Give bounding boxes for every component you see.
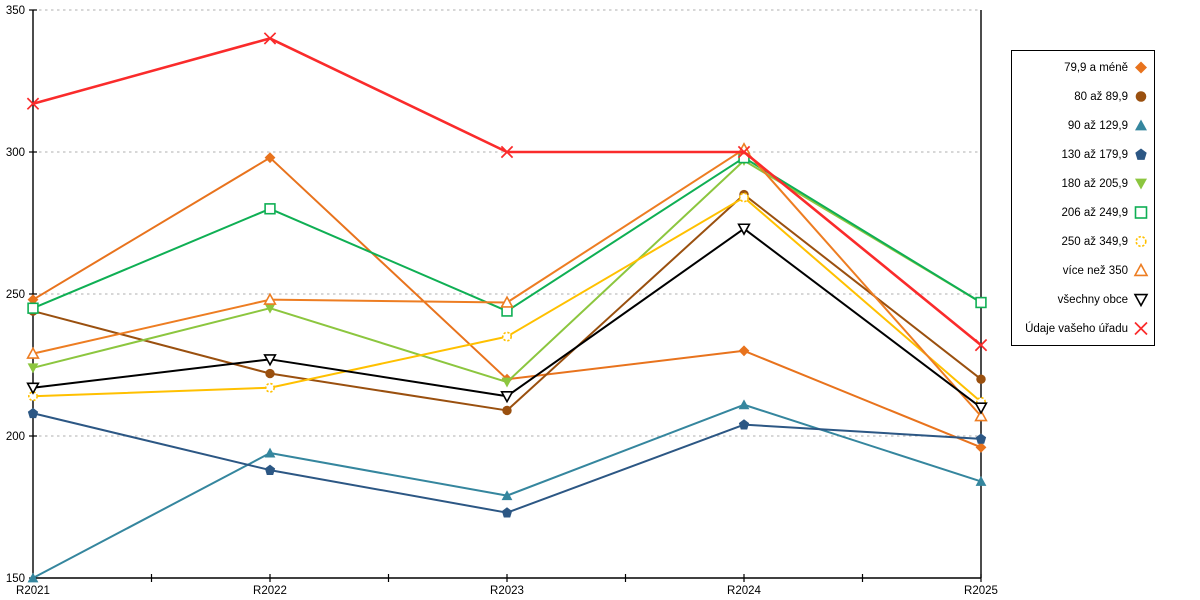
legend-item-6: 250 až 349,9 [1012, 228, 1154, 256]
legend-x-icon [1134, 321, 1148, 336]
data-point-pentagon-icon [264, 464, 276, 475]
data-point-circle-icon [502, 405, 512, 416]
data-point-square-icon [975, 296, 987, 309]
data-point-pentagon-icon [975, 433, 987, 444]
legend-diamond-icon [1135, 61, 1147, 74]
legend-triangle-down-icon [1133, 293, 1149, 307]
data-point-triangle-up-icon [500, 295, 514, 308]
data-point-pentagon-icon [738, 419, 750, 430]
legend-circle-icon [1135, 235, 1147, 248]
y-axis-tick-label: 150 [6, 573, 25, 585]
legend-item-0: 79,9 a méně [1012, 54, 1154, 82]
data-point-triangle-up-icon [264, 447, 276, 458]
data-point-triangle-up-icon [974, 409, 988, 422]
data-point-triangle-up-icon [27, 572, 39, 583]
data-point-triangle-down-icon [263, 354, 277, 367]
data-point-diamond-icon [975, 441, 987, 453]
x-axis-tick-label: R2023 [490, 585, 524, 597]
data-point-triangle-up-icon [263, 292, 277, 305]
legend-label: 79,9 a méně [1064, 61, 1128, 74]
data-point-x-icon [500, 145, 514, 159]
data-point-x-icon [263, 32, 277, 45]
data-point-triangle-down-icon [974, 402, 988, 415]
legend-item-7: více než 350 [1012, 257, 1154, 285]
y-axis-tick-label: 350 [6, 5, 25, 17]
legend-item-2: 90 až 129,9 [1012, 112, 1154, 140]
legend-label: 180 až 205,9 [1061, 177, 1128, 190]
data-point-circle-icon [502, 331, 512, 342]
data-point-triangle-down-icon [264, 303, 276, 314]
legend-label: všechny obce [1057, 293, 1128, 306]
data-point-triangle-up-icon [738, 399, 750, 410]
legend-label: 250 až 349,9 [1061, 235, 1128, 248]
y-axis-tick-label: 300 [6, 147, 25, 159]
data-point-diamond-icon [738, 345, 750, 357]
legend-label: 80 až 89,9 [1074, 90, 1128, 103]
legend-label: 206 až 249,9 [1061, 206, 1128, 219]
legend-label: 130 až 179,9 [1061, 148, 1128, 161]
legend-item-4: 180 až 205,9 [1012, 170, 1154, 198]
legend-square-icon [1134, 206, 1148, 219]
legend-triangle-down-icon [1135, 178, 1147, 190]
data-point-x-icon [974, 338, 988, 352]
data-point-circle-icon [976, 374, 986, 384]
data-point-triangle-down-icon [27, 363, 39, 374]
data-point-circle-icon [265, 368, 275, 379]
legend-circle-icon [1135, 91, 1147, 102]
data-point-circle-icon [28, 391, 38, 402]
data-point-triangle-down-icon [500, 391, 514, 404]
legend-label: 90 až 129,9 [1067, 119, 1128, 132]
legend-label: více než 350 [1062, 264, 1128, 277]
data-point-x-icon [737, 145, 751, 159]
x-axis-tick-label: R2022 [253, 585, 287, 597]
chart-legend: 79,9 a méně 80 až 89,9 90 až 129,9 130 až 1… [1011, 50, 1155, 346]
data-point-pentagon-icon [27, 407, 39, 419]
x-axis-tick-label: R2025 [964, 585, 998, 597]
data-point-triangle-down-icon [501, 377, 513, 388]
data-point-x-icon [26, 97, 40, 110]
legend-triangle-up-icon [1133, 263, 1149, 277]
y-axis-tick-label: 200 [6, 431, 25, 443]
data-point-triangle-down-icon [737, 223, 751, 236]
legend-label: Údaje vašeho úřadu [1025, 322, 1128, 335]
series-line-5 [32, 156, 982, 313]
legend-item-1: 80 až 89,9 [1012, 83, 1154, 111]
data-point-circle-icon [739, 192, 749, 203]
x-axis-tick-label: R2024 [727, 585, 761, 597]
data-point-square-icon [27, 302, 39, 314]
data-point-triangle-up-icon [26, 346, 40, 359]
legend-item-3: 130 až 179,9 [1012, 141, 1154, 169]
y-axis-tick-label: 250 [6, 289, 25, 301]
x-axis-tick-label: R2021 [16, 585, 50, 597]
data-point-triangle-up-icon [501, 490, 513, 501]
data-point-square-icon [264, 203, 276, 215]
legend-item-8: všechny obce [1012, 286, 1154, 314]
data-point-triangle-up-icon [975, 476, 987, 486]
legend-triangle-up-icon [1135, 119, 1147, 131]
legend-pentagon-icon [1135, 148, 1147, 160]
legend-item-5: 206 až 249,9 [1012, 199, 1154, 227]
data-point-pentagon-icon [501, 507, 513, 518]
data-point-triangle-down-icon [26, 382, 40, 395]
data-point-circle-icon [265, 382, 275, 393]
legend-item-9: Údaje vašeho úřadu [1012, 315, 1154, 343]
